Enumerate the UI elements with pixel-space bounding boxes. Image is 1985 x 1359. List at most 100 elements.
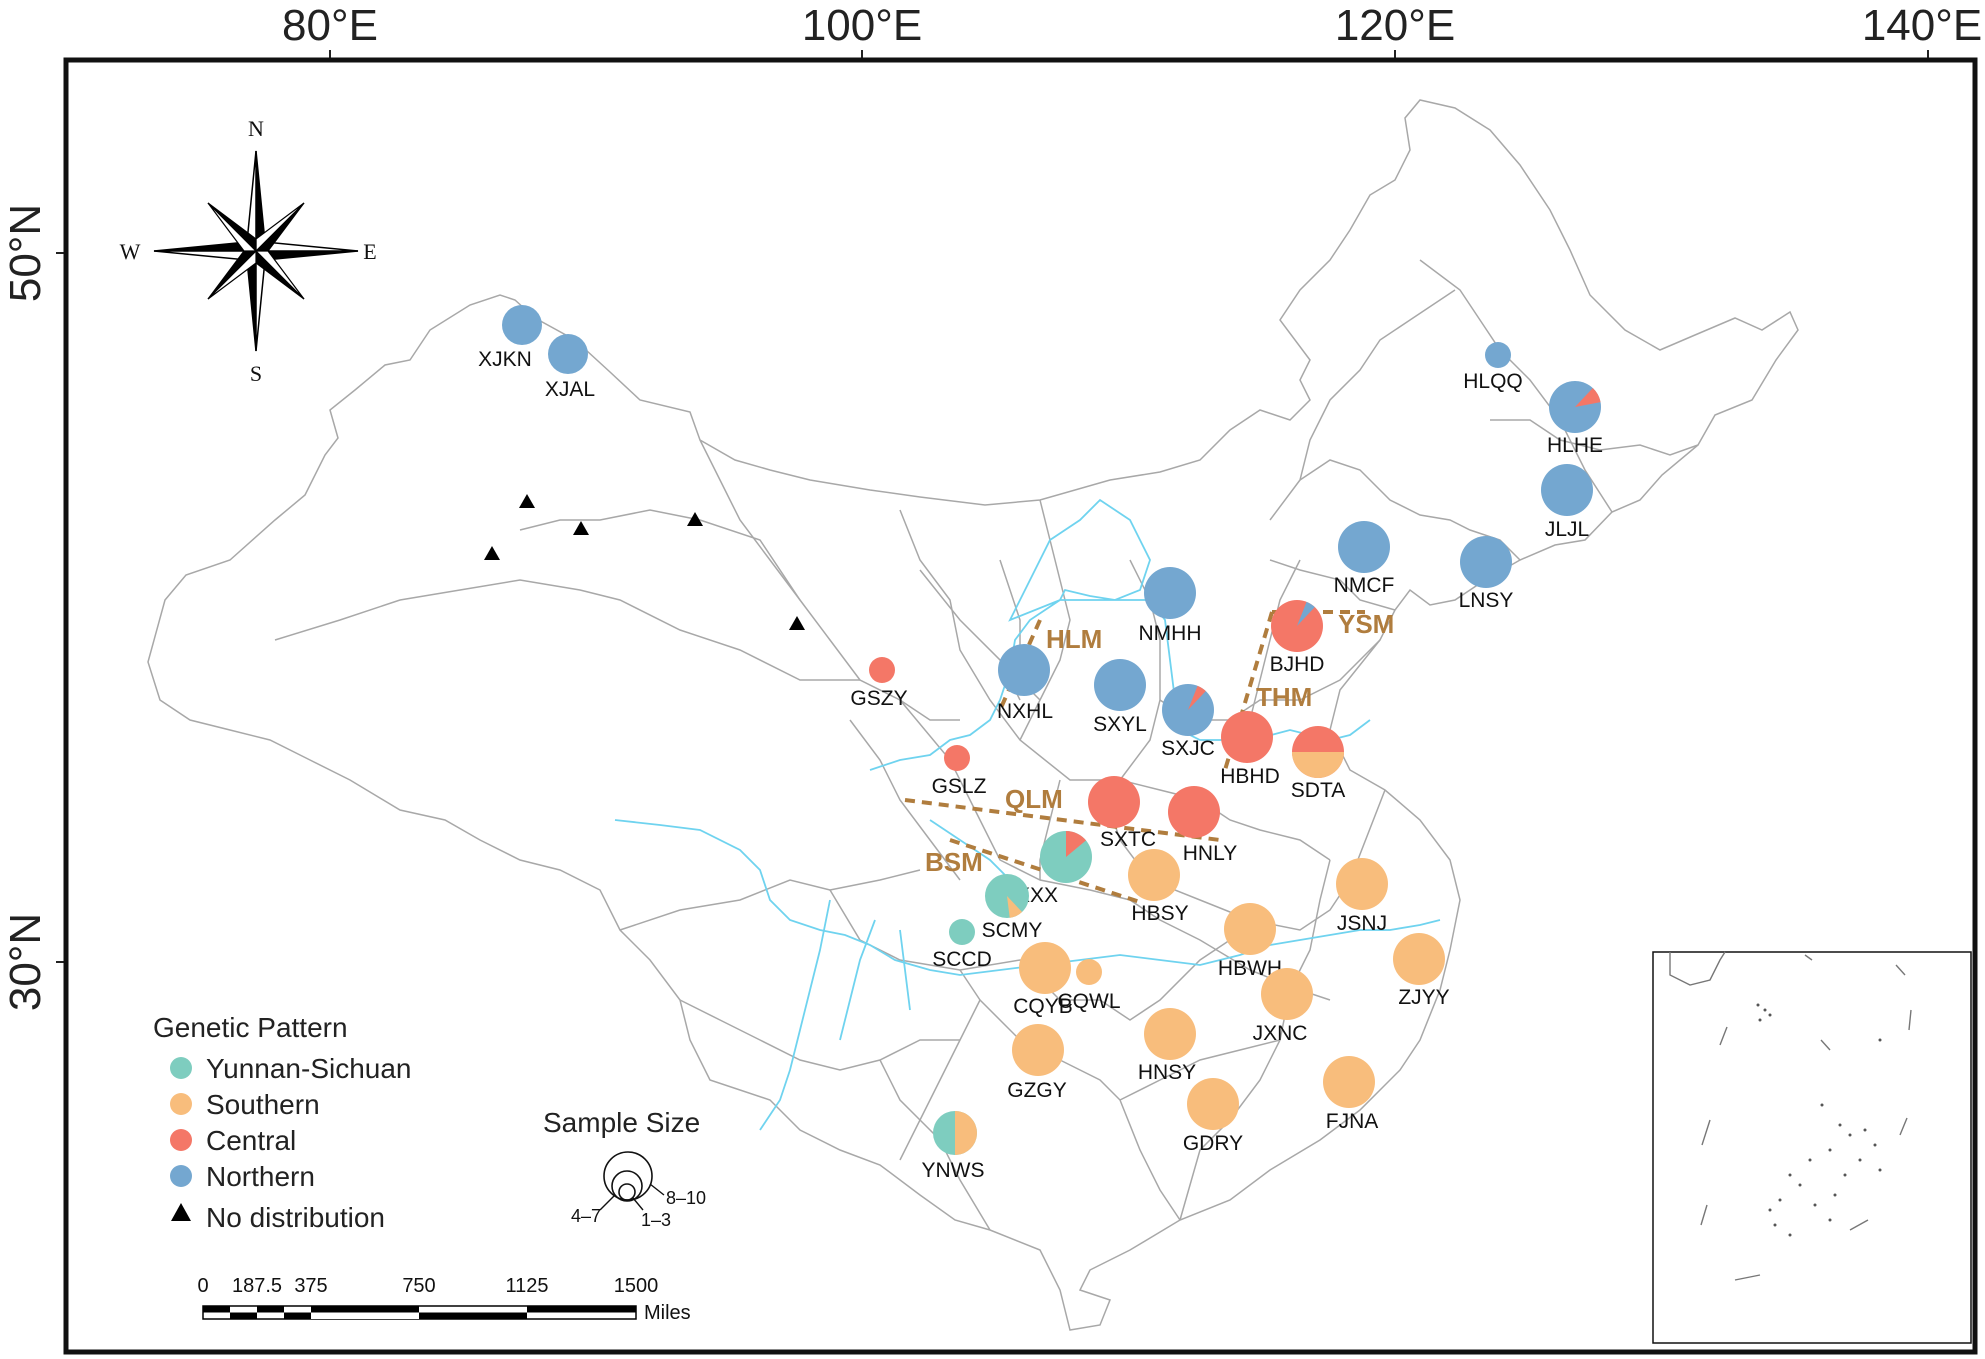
site-label: HLHE	[1547, 434, 1603, 457]
site-label: GDRY	[1183, 1132, 1243, 1155]
site-label: GZGY	[1007, 1079, 1067, 1102]
site-label: SCCD	[932, 948, 992, 971]
site-marker-nxhl: NXHL	[997, 644, 1053, 723]
site-pie-slice	[1292, 752, 1344, 778]
site-marker-hlqq: HLQQ	[1463, 342, 1523, 393]
no-distribution-marker	[484, 546, 500, 560]
mountain-label-taihang: THM	[1256, 682, 1312, 712]
site-label: BJHD	[1270, 653, 1325, 676]
site-pie-slice	[1297, 601, 1315, 626]
site-marker-sxtc: SXTC	[1088, 776, 1156, 851]
site-label: HNLY	[1183, 842, 1237, 865]
latitude-label-50n: 50°N	[1, 204, 50, 302]
sample-size-legend: Sample Size 8–10 4–7 1–3	[543, 1107, 706, 1230]
site-label: HNSY	[1138, 1061, 1196, 1084]
scale-label-750: 750	[402, 1275, 435, 1297]
site-marker-sxjc: SXJC	[1161, 684, 1215, 760]
south-china-sea-inset	[1652, 951, 1972, 1344]
site-marker-bjhd: BJHD	[1270, 600, 1325, 676]
compass-north-label: N	[248, 116, 264, 141]
compass-east-label: E	[363, 239, 376, 264]
site-pie-main	[1393, 933, 1445, 985]
scale-label-0: 0	[197, 1275, 208, 1297]
compass-south-label: S	[250, 361, 262, 386]
sample-size-circle-medium	[611, 1170, 643, 1202]
site-label: SXTC	[1100, 828, 1156, 851]
mountain-label-qinling: QLM	[1005, 784, 1063, 814]
site-marker-gzgy: GZGY	[1007, 1024, 1067, 1102]
mountain-label-helan: HLM	[1046, 624, 1102, 654]
site-marker-nmhh: NMHH	[1139, 567, 1202, 645]
site-label: XJAL	[545, 378, 595, 401]
site-pie-main	[1460, 536, 1512, 588]
compass-icon	[153, 150, 359, 352]
site-label: GSZY	[850, 687, 907, 710]
site-marker-xjal: XJAL	[545, 334, 595, 401]
site-marker-fjna: FJNA	[1323, 1056, 1378, 1133]
qinling-mountains-line	[904, 798, 1221, 842]
site-marker-hbsy: HBSY	[1128, 849, 1189, 925]
site-marker-jsnj: JSNJ	[1336, 858, 1388, 935]
legend-label-southern: Southern	[206, 1089, 320, 1120]
site-pie-main	[869, 657, 895, 683]
scale-bar: 0 187.5 375 750 1125 1500 Miles	[197, 1275, 690, 1324]
mountain-label-yan: YSM	[1338, 609, 1394, 639]
latitude-axis: 50°N 30°N	[1, 204, 66, 1011]
site-pie-slice	[1575, 388, 1601, 407]
site-label: JSNJ	[1337, 912, 1387, 935]
no-distribution-marker	[687, 512, 703, 526]
no-distribution-marker	[789, 616, 805, 630]
site-label: LNSY	[1459, 589, 1514, 612]
site-label: SCMY	[982, 919, 1043, 942]
site-label: SDTA	[1291, 779, 1345, 802]
site-label: HBWH	[1218, 957, 1282, 980]
tributary-river-4	[1360, 919, 1441, 931]
site-marker-gdry: GDRY	[1183, 1078, 1243, 1155]
site-pie-slice	[1066, 831, 1087, 857]
site-label: CQYB	[1013, 995, 1073, 1018]
site-label: NXHL	[997, 700, 1053, 723]
scale-label-187-5: 187.5	[232, 1275, 282, 1297]
site-pie-main	[1168, 786, 1220, 838]
tributary-river-3	[899, 929, 911, 1011]
sample-size-label-large: 8–10	[666, 1188, 706, 1208]
site-marker-hbhd: HBHD	[1220, 711, 1280, 788]
site-label: GSLZ	[932, 775, 987, 798]
site-label: NMHH	[1139, 622, 1202, 645]
site-label: XJKN	[478, 348, 532, 371]
site-marker-jljl: JLJL	[1541, 464, 1593, 541]
site-pie-main	[944, 745, 970, 771]
site-marker-hbwh: HBWH	[1218, 903, 1282, 980]
site-pie-main	[1076, 959, 1102, 985]
site-pie-main	[1187, 1078, 1239, 1130]
site-marker-cqyb: CQYB	[1013, 942, 1073, 1018]
sample-size-circle-small	[618, 1183, 636, 1201]
scale-label-1500: 1500	[614, 1275, 659, 1297]
site-label: SXYL	[1093, 713, 1147, 736]
site-pie-main	[949, 919, 975, 945]
site-pie-main	[998, 644, 1050, 696]
sample-size-title: Sample Size	[543, 1107, 700, 1138]
site-pie-main	[1338, 521, 1390, 573]
site-label: JLJL	[1545, 518, 1589, 541]
site-marker-jxnc: JXNC	[1253, 968, 1313, 1045]
longitude-label-120e: 120°E	[1335, 1, 1455, 50]
site-marker-lnsy: LNSY	[1459, 536, 1514, 612]
site-pie-main	[1144, 1008, 1196, 1060]
scale-label-1125: 1125	[505, 1275, 548, 1297]
sample-size-label-medium: 4–7	[571, 1206, 601, 1226]
legend-label-central: Central	[206, 1125, 296, 1156]
site-pie-main	[1221, 711, 1273, 763]
site-marker-hnly: HNLY	[1168, 786, 1237, 865]
site-marker-gslz: GSLZ	[932, 745, 987, 798]
sample-size-label-small: 1–3	[641, 1210, 671, 1230]
site-label: HBSY	[1131, 902, 1188, 925]
tributary-river-2	[839, 919, 876, 1041]
tributary-river-1	[759, 899, 831, 1131]
scale-label-375: 375	[294, 1275, 327, 1297]
legend-label-northern: Northern	[206, 1161, 315, 1192]
scale-unit-label: Miles	[644, 1302, 691, 1324]
latitude-label-30n: 30°N	[1, 913, 50, 1011]
no-distribution-marker	[573, 521, 589, 535]
